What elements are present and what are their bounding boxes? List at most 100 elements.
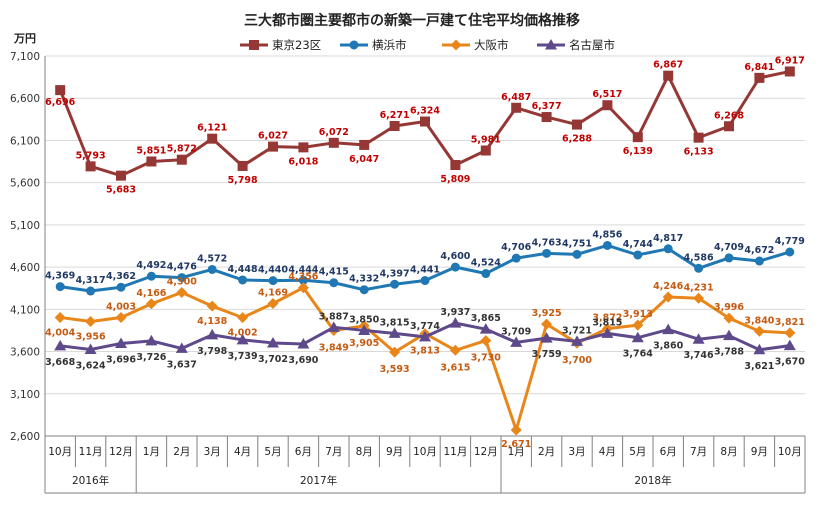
data-label-tokyo: 6,271 [380,110,410,121]
data-label-yokohama: 4,444 [288,264,318,275]
data-point-yokohama [663,244,673,254]
data-label-nagoya: 3,860 [653,341,683,352]
legend-marker-nagoya [545,39,557,50]
x-tick-label: 5月 [264,446,281,458]
x-tick-label: 7月 [325,446,342,458]
data-point-nagoya [479,323,492,334]
data-point-yokohama [55,282,65,292]
data-label-nagoya: 3,668 [45,357,75,368]
x-tick-label: 2月 [173,446,190,458]
x-axis-table: 10月 11月 12月 1月 2月 3月 4月 5月 6月 7月 8月 9月 10月 11月 12月 1月 2月… [44,435,806,494]
y-unit-label: 万円 [13,32,36,45]
x-tick-label: 10月 [48,446,72,458]
x-tick-label: 10月 [778,446,802,458]
data-label-osaka: 4,300 [167,276,197,287]
data-label-yokohama: 4,397 [380,268,410,279]
data-point-nagoya [175,342,188,353]
data-label-osaka: 3,813 [410,346,440,357]
data-point-nagoya [84,343,97,355]
data-point-yokohama [511,253,521,263]
data-label-osaka: 4,004 [45,327,75,338]
data-point-osaka [85,315,97,327]
data-point-nagoya [115,337,127,348]
data-point-tokyo [389,121,400,132]
x-tick-label: 10月 [413,446,437,458]
data-point-nagoya [267,336,279,348]
legend-marker-osaka [450,39,462,51]
data-label-yokohama: 4,600 [440,251,470,262]
data-label-yokohama: 4,369 [45,271,75,282]
data-point-osaka [510,424,522,436]
legend-label-yokohama: 横浜市 [372,38,407,52]
data-label-nagoya: 3,759 [532,349,562,360]
data-point-tokyo [85,161,96,172]
data-point-yokohama [329,278,339,288]
data-point-osaka [541,318,553,330]
data-label-tokyo: 6,121 [197,123,227,134]
data-point-osaka [662,291,674,303]
data-label-nagoya: 3,637 [167,359,197,370]
legend-label-tokyo: 東京23区 [272,38,321,52]
data-label-nagoya: 3,702 [258,354,288,365]
data-label-tokyo: 6,072 [319,127,349,138]
data-label-nagoya: 3,937 [440,307,470,318]
data-label-osaka: 3,730 [471,353,501,364]
data-point-nagoya [662,323,675,335]
data-label-osaka: 4,003 [106,302,136,313]
data-point-osaka [449,344,461,356]
data-label-tokyo: 6,268 [714,110,744,121]
data-label-osaka: 3,913 [623,309,653,320]
data-label-yokohama: 4,672 [744,245,774,256]
data-label-yokohama: 4,476 [167,262,197,273]
data-label-tokyo: 5,683 [106,185,136,196]
series-lines [54,66,796,436]
x-tick-label: 12月 [474,446,498,458]
data-point-nagoya [206,328,219,340]
data-label-tokyo: 6,917 [775,55,805,66]
data-point-nagoya [297,337,310,349]
data-label-nagoya: 3,690 [288,355,318,366]
x-tick-label: 9月 [386,446,403,458]
x-tick-label: 3月 [568,446,585,458]
data-label-osaka: 4,169 [258,288,288,299]
data-label-osaka: 2,671 [501,439,531,450]
data-label-nagoya: 3,624 [76,361,106,372]
data-label-osaka: 3,872 [592,313,622,324]
legend-label-nagoya: 名古屋市 [569,38,615,52]
y-tick-label: 3,600 [10,347,40,359]
data-label-osaka: 3,700 [562,355,592,366]
data-label-tokyo: 6,018 [288,156,318,167]
data-label-osaka: 3,593 [380,364,410,375]
data-point-nagoya [419,330,431,342]
data-label-tokyo: 6,288 [562,134,592,145]
data-point-tokyo [663,70,674,81]
year-label: 2018年 [634,474,671,487]
legend-marker-yokohama [349,40,359,50]
gridlines [45,55,805,437]
data-point-tokyo [541,112,552,123]
data-label-nagoya: 3,726 [136,352,166,363]
data-point-osaka [753,325,765,337]
data-label-tokyo: 6,377 [532,101,562,112]
data-point-yokohama [420,276,430,286]
data-point-tokyo [176,154,187,165]
data-label-osaka: 4,002 [228,328,258,339]
x-tick-label: 8月 [720,446,737,458]
data-label-yokohama: 4,856 [592,229,622,240]
data-point-yokohama [390,279,400,289]
data-point-osaka [723,312,735,324]
data-label-tokyo: 6,867 [653,60,683,71]
data-point-nagoya [631,331,644,343]
data-label-yokohama: 4,586 [684,252,714,263]
data-point-yokohama [86,286,96,296]
x-tick-label: 9月 [751,446,768,458]
data-point-tokyo [420,116,430,127]
data-point-tokyo [116,170,126,181]
data-label-yokohama: 4,706 [501,242,531,253]
data-point-yokohama [724,253,734,263]
data-point-yokohama [238,275,248,285]
data-label-yokohama: 4,362 [106,271,136,282]
y-tick-labels: 2,600 3,100 3,600 4,100 4,600 5,100 5,600 6,100… [10,51,40,443]
data-point-yokohama [298,275,308,285]
